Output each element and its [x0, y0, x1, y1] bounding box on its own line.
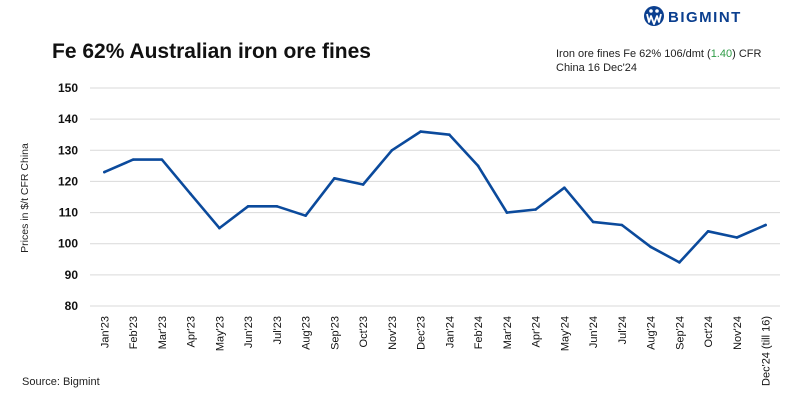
data-point [218, 226, 221, 230]
x-tick-label: Mar'23 [157, 316, 169, 349]
y-tick-label: 80 [65, 299, 79, 313]
x-tick-label: Nov'23 [387, 316, 399, 350]
chart-title: Fe 62% Australian iron ore fines [52, 40, 371, 63]
y-axis-ticks: 80 90 100 110 120 130 140 150 [58, 81, 78, 313]
x-tick-label: Jun'23 [243, 316, 255, 348]
bigmint-logo-icon [644, 6, 664, 26]
x-tick-label: May'23 [214, 316, 226, 351]
data-point [649, 245, 652, 249]
data-point [361, 183, 365, 186]
x-tick-label: Sep'24 [674, 316, 686, 350]
data-point [620, 223, 624, 227]
series-line [103, 130, 767, 264]
source-note: Source: Bigmint [22, 376, 100, 388]
y-tick-label: 120 [58, 174, 78, 188]
x-tick-label: Mar'24 [502, 316, 514, 349]
x-tick-label: Apr'24 [531, 316, 543, 347]
x-tick-label: Jul'24 [617, 316, 629, 344]
data-point [563, 186, 566, 189]
price-annotation-line2: China 16 Dec'24 [556, 62, 637, 74]
y-axis-label: Prices in $/t CFR China [19, 143, 31, 253]
grid-lines [90, 87, 780, 307]
data-point [275, 205, 279, 208]
series-layer [103, 130, 767, 264]
y-tick-label: 110 [59, 206, 79, 220]
x-tick-label: Nov'24 [732, 316, 744, 350]
y-tick-label: 100 [58, 237, 78, 251]
y-tick-label: 130 [58, 143, 78, 157]
x-tick-label: Jul'23 [272, 316, 284, 344]
x-tick-label: Oct'23 [358, 316, 370, 347]
data-point [160, 158, 164, 161]
data-point [419, 130, 422, 133]
data-point [476, 164, 480, 168]
y-tick-label: 90 [65, 268, 79, 282]
x-axis-ticks: Jan'23 Feb'23 Mar'23 Apr'23 May'23 Jun'23 Jul'… [99, 316, 772, 386]
x-tick-label: Feb'24 [473, 316, 485, 349]
x-tick-label: Jan'23 [99, 316, 111, 348]
x-tick-label: Sep'23 [329, 316, 341, 350]
annotation-prefix: Iron ore fines Fe 62% 106/dmt ( [556, 48, 711, 60]
price-annotation-line1: Iron ore fines Fe 62% 106/dmt (1.40) CFR [556, 48, 761, 60]
x-tick-label: Jun'24 [588, 316, 600, 348]
data-point [103, 170, 106, 174]
data-point [333, 177, 336, 180]
data-point [678, 261, 681, 264]
x-tick-label: Aug'24 [646, 316, 658, 350]
x-tick-label: Jan'24 [444, 316, 456, 348]
y-tick-label: 140 [58, 112, 78, 126]
brand-logo: BIGMINT [644, 6, 742, 26]
data-point [390, 148, 394, 152]
x-tick-label: Aug'23 [301, 316, 313, 350]
x-tick-label: Oct'24 [703, 316, 715, 347]
data-point [246, 205, 250, 208]
data-point [304, 214, 307, 217]
x-tick-label: May'24 [559, 316, 571, 351]
data-point [505, 211, 509, 214]
x-tick-label: Dec'24 (till 16) [761, 316, 773, 386]
data-point [591, 220, 595, 224]
data-point [534, 208, 537, 211]
data-point [448, 133, 451, 137]
annotation-change: 1.40 [711, 48, 732, 60]
data-point [706, 229, 710, 233]
y-tick-label: 150 [58, 81, 78, 95]
data-point [764, 223, 767, 227]
data-point [735, 236, 739, 239]
data-point [189, 192, 192, 196]
brand-name: BIGMINT [668, 9, 742, 26]
x-tick-label: Feb'23 [128, 316, 140, 349]
x-tick-label: Apr'23 [186, 316, 198, 347]
annotation-suffix: ) CFR [732, 48, 761, 60]
data-point [131, 158, 135, 161]
x-tick-label: Dec'23 [416, 316, 428, 350]
